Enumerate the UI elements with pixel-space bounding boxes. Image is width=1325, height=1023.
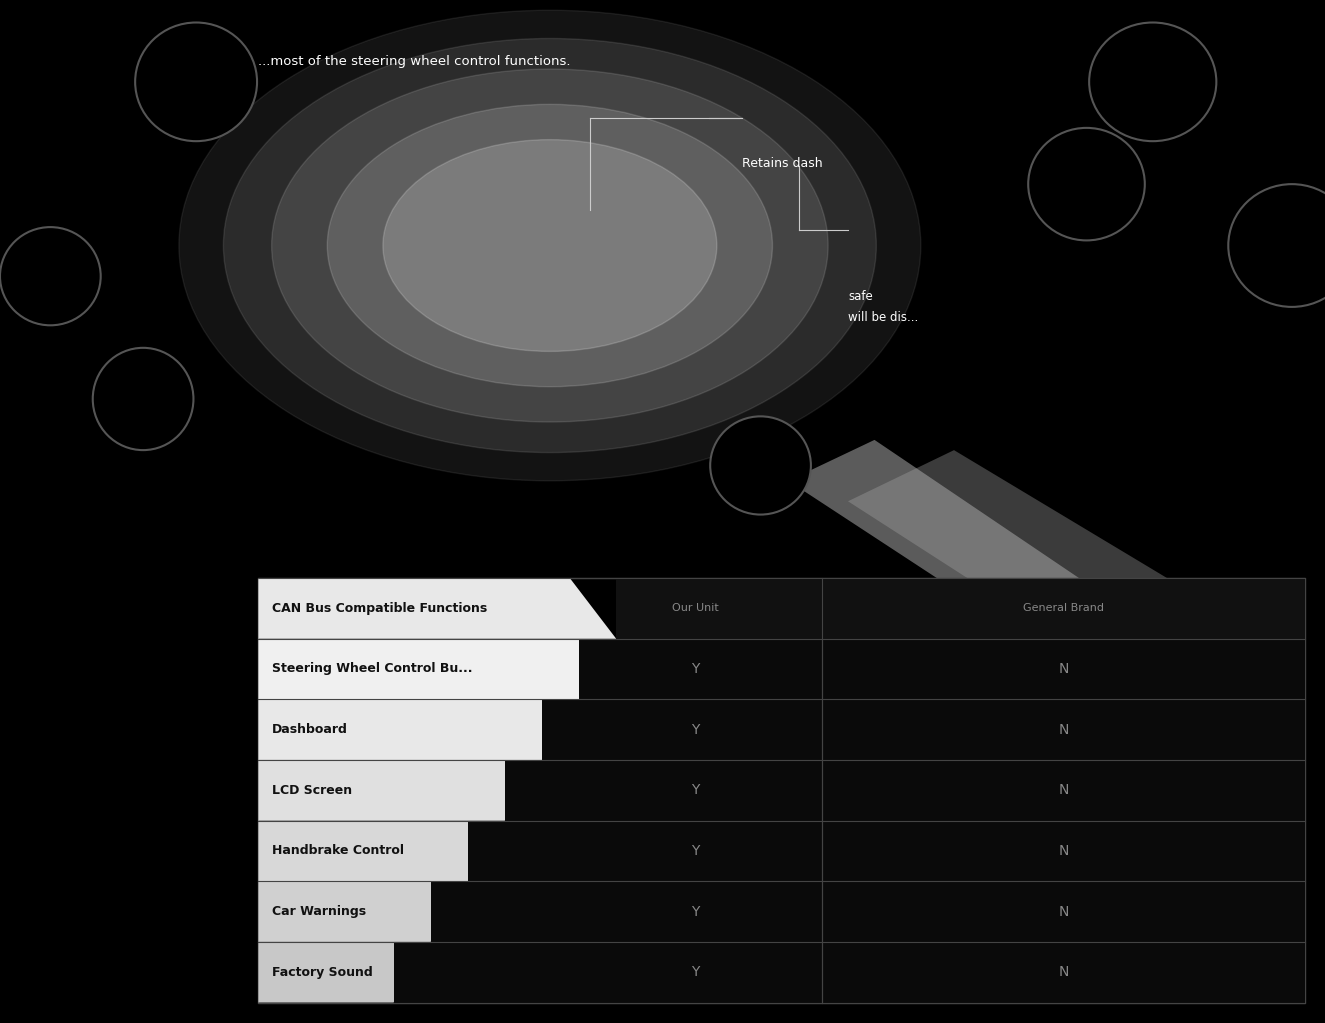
Text: ...most of the steering wheel control functions.: ...most of the steering wheel control fu… xyxy=(258,55,571,68)
Ellipse shape xyxy=(0,227,101,325)
Polygon shape xyxy=(258,942,431,1003)
Polygon shape xyxy=(258,578,616,638)
Ellipse shape xyxy=(327,104,772,387)
Text: N: N xyxy=(1059,966,1068,979)
Polygon shape xyxy=(258,881,468,942)
FancyBboxPatch shape xyxy=(542,700,1305,760)
Text: N: N xyxy=(1059,844,1068,858)
Text: N: N xyxy=(1059,784,1068,797)
Text: CAN Bus Compatible Functions: CAN Bus Compatible Functions xyxy=(272,602,486,615)
Ellipse shape xyxy=(135,23,257,141)
Text: Dashboard: Dashboard xyxy=(272,723,347,737)
Ellipse shape xyxy=(383,139,717,351)
Text: LCD Screen: LCD Screen xyxy=(272,784,351,797)
FancyBboxPatch shape xyxy=(505,760,1305,820)
Text: Y: Y xyxy=(692,966,700,979)
Text: Factory Sound: Factory Sound xyxy=(272,966,372,979)
Text: Car Warnings: Car Warnings xyxy=(272,905,366,918)
Polygon shape xyxy=(258,700,579,760)
Text: Steering Wheel Control Bu...: Steering Wheel Control Bu... xyxy=(272,663,472,675)
Text: Our Unit: Our Unit xyxy=(672,604,719,614)
Text: N: N xyxy=(1059,904,1068,919)
Ellipse shape xyxy=(224,39,876,452)
Ellipse shape xyxy=(710,416,811,515)
FancyBboxPatch shape xyxy=(431,881,1305,942)
Polygon shape xyxy=(258,760,542,820)
FancyBboxPatch shape xyxy=(258,578,1305,1003)
Text: Y: Y xyxy=(692,844,700,858)
Polygon shape xyxy=(258,638,616,700)
Polygon shape xyxy=(258,820,505,881)
Ellipse shape xyxy=(1028,128,1145,240)
FancyBboxPatch shape xyxy=(579,638,1305,700)
FancyBboxPatch shape xyxy=(616,578,1305,638)
FancyBboxPatch shape xyxy=(394,942,1305,1003)
Polygon shape xyxy=(788,440,1086,624)
Text: Y: Y xyxy=(692,662,700,676)
Ellipse shape xyxy=(1228,184,1325,307)
Text: N: N xyxy=(1059,662,1068,676)
Text: Y: Y xyxy=(692,722,700,737)
Text: N: N xyxy=(1059,722,1068,737)
Text: General Brand: General Brand xyxy=(1023,604,1104,614)
Ellipse shape xyxy=(93,348,193,450)
Ellipse shape xyxy=(272,69,828,421)
Text: safe: safe xyxy=(848,291,873,303)
Text: will be dis...: will be dis... xyxy=(848,311,918,323)
Ellipse shape xyxy=(1089,23,1216,141)
Text: Y: Y xyxy=(692,784,700,797)
Ellipse shape xyxy=(179,10,921,481)
Polygon shape xyxy=(848,450,1192,655)
Text: Handbrake Control: Handbrake Control xyxy=(272,844,404,857)
Text: Retains dash: Retains dash xyxy=(742,158,823,170)
FancyBboxPatch shape xyxy=(468,820,1305,881)
Text: Y: Y xyxy=(692,904,700,919)
